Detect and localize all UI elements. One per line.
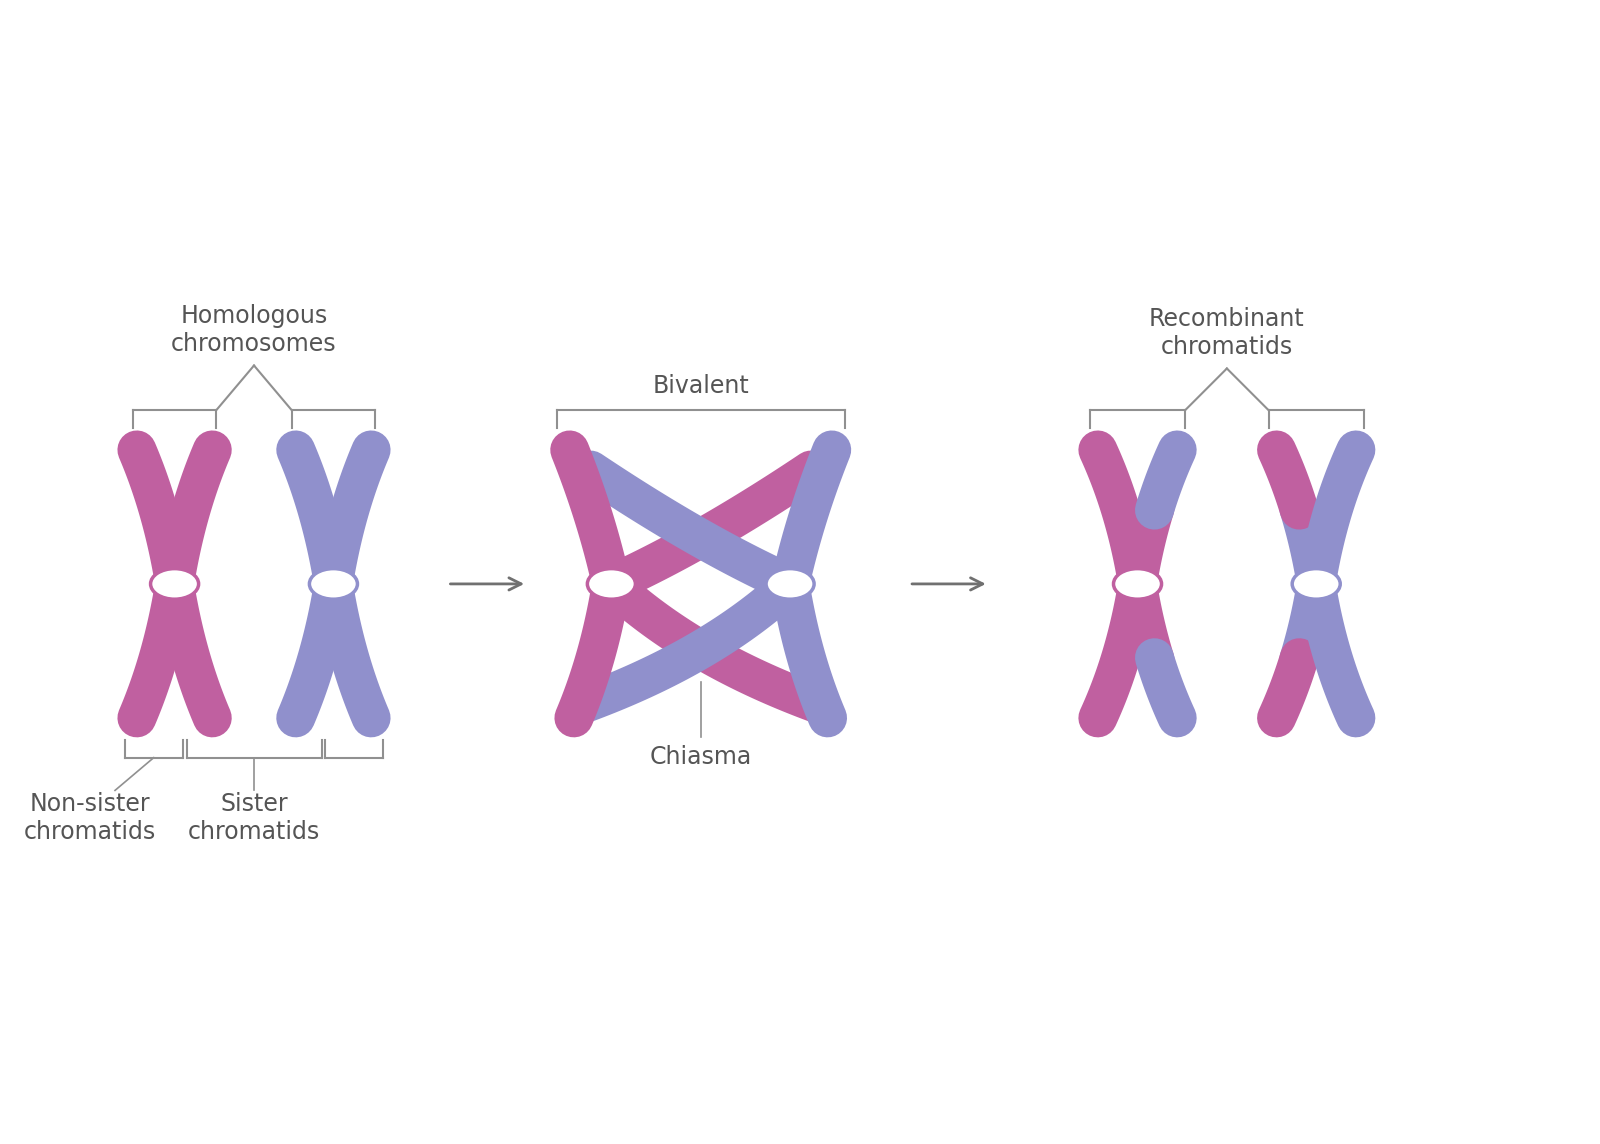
Ellipse shape: [309, 569, 357, 599]
Ellipse shape: [150, 569, 198, 599]
Ellipse shape: [1293, 569, 1341, 599]
Text: Homologous
chromosomes: Homologous chromosomes: [171, 304, 338, 356]
Ellipse shape: [1114, 569, 1162, 599]
Text: Bivalent: Bivalent: [653, 374, 749, 398]
Text: Recombinant
chromatids: Recombinant chromatids: [1149, 307, 1304, 358]
Text: Sister
chromatids: Sister chromatids: [187, 793, 320, 844]
Text: Non-sister
chromatids: Non-sister chromatids: [24, 793, 157, 844]
Ellipse shape: [587, 569, 635, 599]
Ellipse shape: [766, 569, 814, 599]
Text: Chiasma: Chiasma: [650, 745, 752, 769]
